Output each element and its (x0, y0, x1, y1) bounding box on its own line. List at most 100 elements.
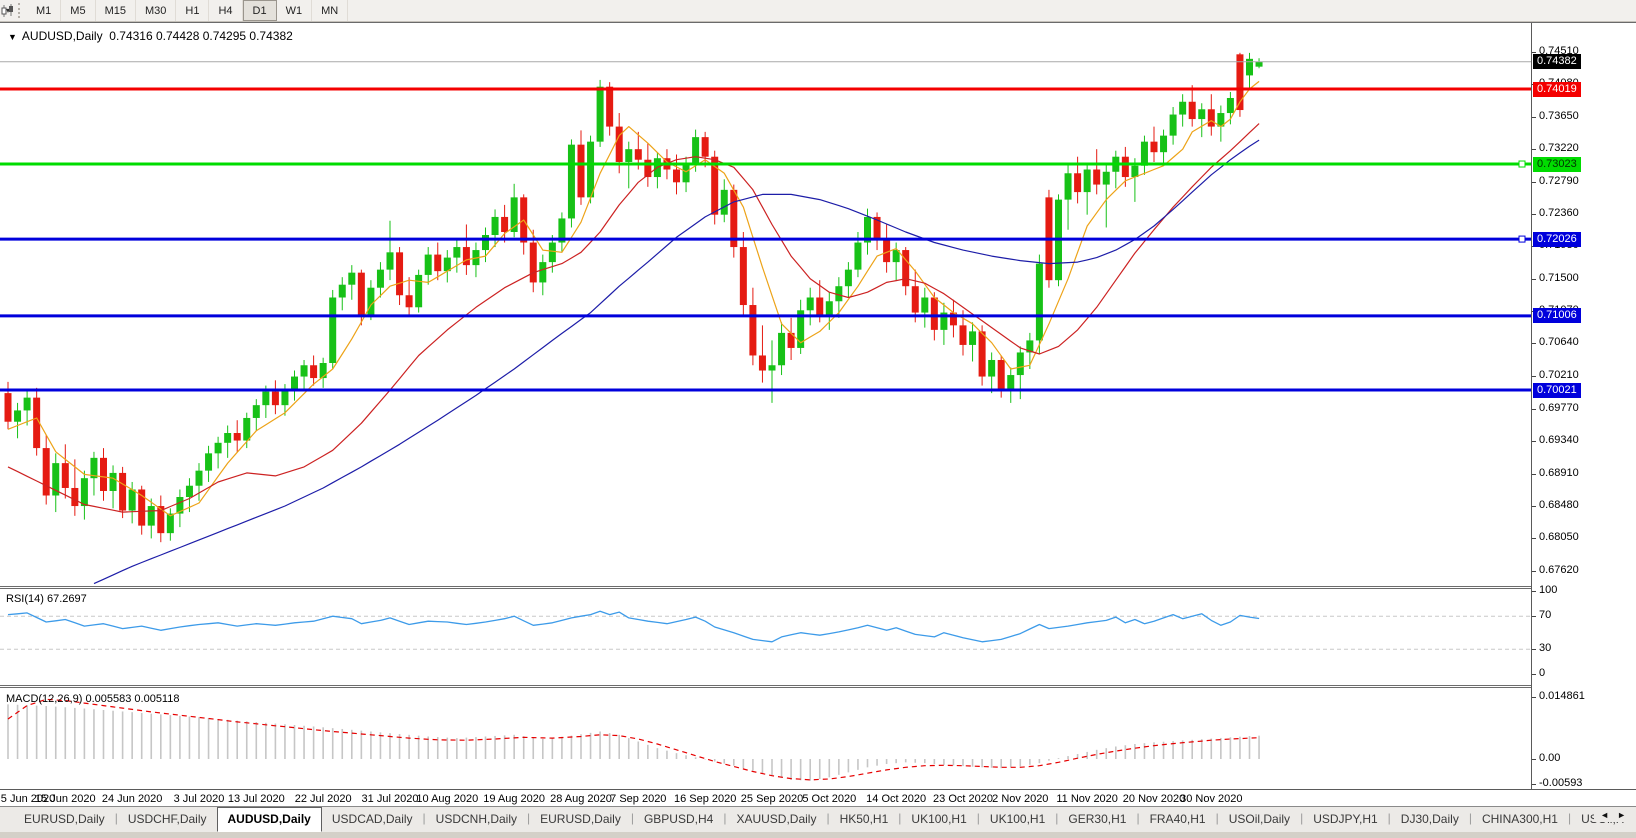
axis-tick (1532, 538, 1536, 540)
candle (386, 252, 394, 270)
axis-tick (1532, 181, 1536, 183)
timeframe-button-H4[interactable]: H4 (209, 0, 243, 21)
line-handle[interactable] (1518, 160, 1526, 168)
timeframe-button-MN[interactable]: MN (312, 0, 349, 21)
symbol-tab-USDCAD-Daily[interactable]: USDCAD,Daily (331, 812, 413, 826)
timeframe-button-W1[interactable]: W1 (277, 0, 313, 21)
price-tick-label: 0.73650 (1539, 109, 1579, 122)
symbol-tab-USDCHF-Daily[interactable]: USDCHF,Daily (127, 812, 207, 826)
candle (978, 331, 986, 377)
panel-separator[interactable] (0, 685, 1636, 688)
symbol-tab-XAUUSD-Daily[interactable]: XAUUSD,Daily (736, 812, 817, 826)
symbol-tab-USOil-Daily[interactable]: USOil,Daily (1228, 812, 1291, 826)
timeframe-button-H1[interactable]: H1 (176, 0, 210, 21)
candle (243, 417, 251, 441)
price-tick-label: 0.70640 (1539, 336, 1579, 349)
candle (739, 247, 747, 306)
symbol-tab-HK50-H1[interactable]: HK50,H1 (839, 812, 889, 826)
symbol-tab-DJ30-Daily[interactable]: DJ30,Daily (1400, 812, 1459, 826)
candle (453, 247, 461, 258)
candle (233, 433, 241, 441)
candle (348, 272, 356, 285)
symbol-tab-EURUSD-Daily[interactable]: EURUSD,Daily (24, 812, 105, 826)
timeframe-button-M15[interactable]: M15 (96, 0, 136, 21)
timeframe-button-D1[interactable]: D1 (242, 0, 277, 21)
candle (959, 325, 967, 345)
price-tick-label: 0.70210 (1539, 368, 1579, 381)
candle (997, 359, 1005, 391)
chevron-down-icon[interactable]: ▾ (6, 6, 11, 15)
candle (71, 487, 79, 507)
candle (1160, 135, 1168, 153)
candle (462, 247, 470, 266)
symbol-tab-USDJPY-H1[interactable]: USDJPY,H1 (1313, 812, 1378, 826)
price-axis[interactable]: 0.745100.740800.736500.732200.727900.723… (1532, 23, 1636, 789)
tab-scroll-right-button[interactable]: ► (1617, 810, 1626, 820)
symbol-tab-USDCNH-Daily[interactable]: USDCNH,Daily (435, 812, 518, 826)
price-tick-label: 0.67620 (1539, 563, 1579, 576)
candle (1074, 173, 1082, 193)
macd-signal-line (7, 698, 1260, 781)
chart-style-icon[interactable]: ▾ (0, 0, 14, 21)
axis-tick (1532, 759, 1536, 760)
price-tick-label: 0.68480 (1539, 499, 1579, 512)
main-chart-canvas[interactable] (0, 23, 1531, 586)
timeframe-button-M30[interactable]: M30 (136, 0, 177, 21)
symbol-tab-GER30-H1[interactable]: GER30,H1 (1068, 812, 1127, 826)
timeframe-button-M5[interactable]: M5 (61, 0, 96, 21)
symbol-tab-EURUSD-Daily[interactable]: EURUSD,Daily (540, 812, 621, 826)
price-tick-label: 0.72360 (1539, 206, 1579, 219)
chart-window[interactable]: ▼ AUDUSD,Daily 0.74316 0.74428 0.74295 0.… (0, 22, 1636, 807)
symbol-tab-GBPUSD-H4[interactable]: GBPUSD,H4 (643, 812, 714, 826)
tab-separator: | (826, 811, 830, 825)
timeframe-button-M1[interactable]: M1 (27, 0, 62, 21)
macd-canvas[interactable] (0, 689, 1531, 789)
candle (606, 86, 614, 127)
axis-tick (1532, 473, 1536, 475)
candle (539, 262, 547, 283)
candle (1007, 375, 1015, 391)
panel-separator[interactable] (0, 586, 1636, 589)
symbol-tab-CHINA300-H1[interactable]: CHINA300,H1 (1481, 812, 1558, 826)
time-axis[interactable]: 5 Jun 2020 15 Jun 2020 24 Jun 2020 3 Jul 20… (0, 789, 1636, 807)
candle (1083, 169, 1091, 193)
axis-tick (1532, 570, 1536, 572)
price-tick-label: 0.69770 (1539, 401, 1579, 414)
candle (357, 272, 365, 315)
tab-scroll-left-button[interactable]: ◄ (1600, 810, 1610, 820)
candle (415, 274, 423, 308)
slow-ma-line (93, 139, 1260, 585)
date-label: 25 Sep 2020 (740, 793, 804, 805)
price-tick-label: 0.68050 (1539, 531, 1579, 544)
price-axis-border (1531, 23, 1532, 789)
candle (711, 156, 719, 215)
timeframe-buttons: M1 M5 M15 M30 H1 H4 D1 W1 MN (27, 0, 349, 21)
candle (844, 269, 852, 287)
candle (529, 242, 537, 283)
symbol-tab-UK100-H1[interactable]: UK100,H1 (911, 812, 967, 826)
candle (911, 286, 919, 313)
candle (1131, 165, 1139, 178)
line-handle[interactable] (1518, 235, 1526, 243)
candle (816, 297, 824, 315)
candle (558, 218, 566, 243)
candle (1246, 58, 1253, 76)
candle (787, 332, 795, 348)
candle (1188, 101, 1196, 120)
tab-separator: | (1567, 811, 1572, 825)
candle (510, 197, 518, 232)
candle (854, 242, 862, 270)
price-badge-0.71006: 0.71006 (1533, 308, 1581, 324)
axis-tick (1532, 616, 1536, 618)
symbol-tab-UK100-H1[interactable]: UK100,H1 (989, 812, 1046, 826)
candle (720, 189, 728, 215)
toolbar-grip-handle[interactable] (18, 3, 23, 18)
rsi-canvas[interactable] (0, 589, 1531, 685)
candle (262, 391, 270, 406)
tab-separator: | (1300, 811, 1304, 825)
symbol-tab-AUDUSD-Daily[interactable]: AUDUSD,Daily (216, 807, 322, 832)
candle (730, 189, 738, 248)
symbol-tab-FRA40-H1[interactable]: FRA40,H1 (1149, 812, 1206, 826)
one-click-trading-arrow-icon[interactable]: ▼ (8, 32, 17, 42)
candle (1226, 97, 1234, 114)
